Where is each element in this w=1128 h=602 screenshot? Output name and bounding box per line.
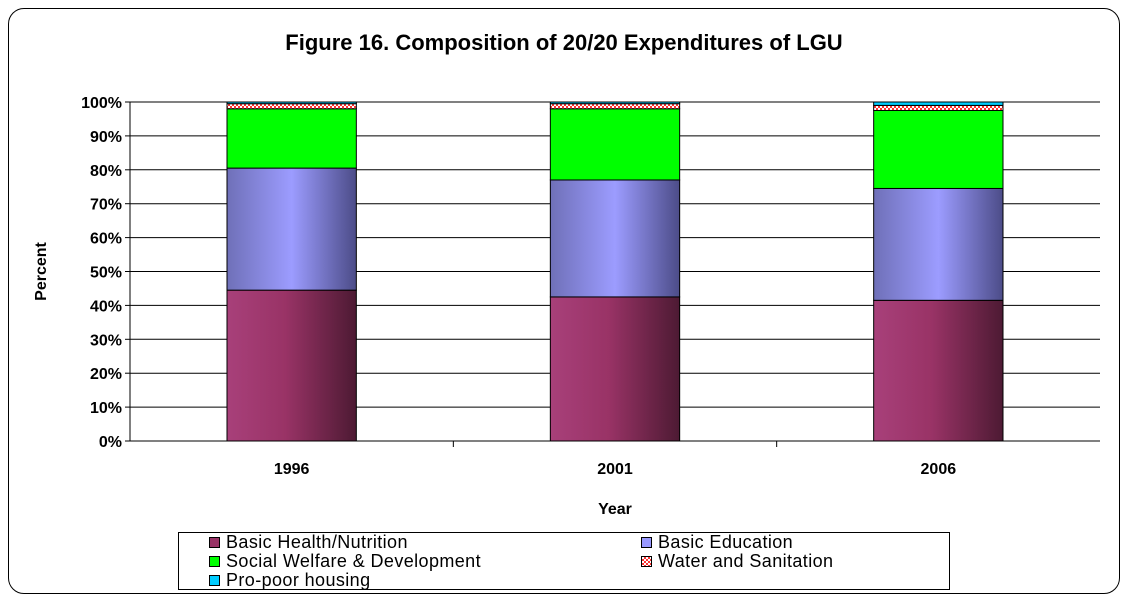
y-tick-label: 100% xyxy=(81,95,122,112)
legend-label: Social Welfare & Development xyxy=(226,551,481,571)
bar-segment xyxy=(226,167,357,291)
legend-swatch xyxy=(209,556,220,567)
x-tick-label: 2006 xyxy=(921,461,957,478)
legend-swatch xyxy=(641,537,652,548)
bar-segment xyxy=(549,103,681,110)
chart-legend: Basic Health/Nutrition Basic Education Soc… xyxy=(178,532,950,590)
legend-label: Basic Education xyxy=(658,532,794,552)
bar-segment xyxy=(873,101,1004,106)
legend-item: Social Welfare & Development xyxy=(209,552,481,571)
legend-label: Basic Health/Nutrition xyxy=(226,532,408,552)
bar-segment xyxy=(549,296,681,442)
y-tick-label: 90% xyxy=(90,129,122,146)
bar-segment xyxy=(873,104,1004,111)
bar-segment xyxy=(549,108,681,181)
x-tick-label: 2001 xyxy=(597,461,633,478)
bar-segment xyxy=(549,179,681,298)
bar-segment xyxy=(226,289,357,442)
y-tick-label: 30% xyxy=(90,332,122,349)
legend-item: Water and Sanitation xyxy=(641,552,833,571)
bar-segment xyxy=(873,109,1004,189)
legend-label: Water and Sanitation xyxy=(658,551,834,571)
legend-item: Pro-poor housing xyxy=(209,571,371,590)
y-tick-label: 60% xyxy=(90,231,122,248)
bar-segment xyxy=(226,101,357,105)
y-tick-label: 80% xyxy=(90,163,122,180)
legend-swatch xyxy=(641,556,652,567)
y-tick-label: 70% xyxy=(90,197,122,214)
legend-item: Basic Education xyxy=(641,533,793,552)
x-tick-label: 1996 xyxy=(274,461,310,478)
y-axis-title: Percent xyxy=(33,241,50,300)
y-tick-label: 50% xyxy=(90,265,122,282)
legend-swatch xyxy=(209,575,220,586)
y-tick-label: 40% xyxy=(90,298,122,315)
bar-segment xyxy=(226,108,357,169)
legend-item: Basic Health/Nutrition xyxy=(209,533,408,552)
legend-label: Pro-poor housing xyxy=(226,570,371,590)
y-tick-label: 10% xyxy=(90,400,122,417)
bar-segment xyxy=(549,101,681,105)
bar-segment xyxy=(873,299,1004,442)
bar-segment xyxy=(226,103,357,110)
bar-segment xyxy=(873,187,1004,301)
legend-swatch xyxy=(209,537,220,548)
y-tick-label: 0% xyxy=(99,434,122,451)
x-axis-title: Year xyxy=(598,501,632,518)
y-tick-label: 20% xyxy=(90,366,122,383)
chart-title: Figure 16. Composition of 20/20 Expendit… xyxy=(285,30,843,55)
